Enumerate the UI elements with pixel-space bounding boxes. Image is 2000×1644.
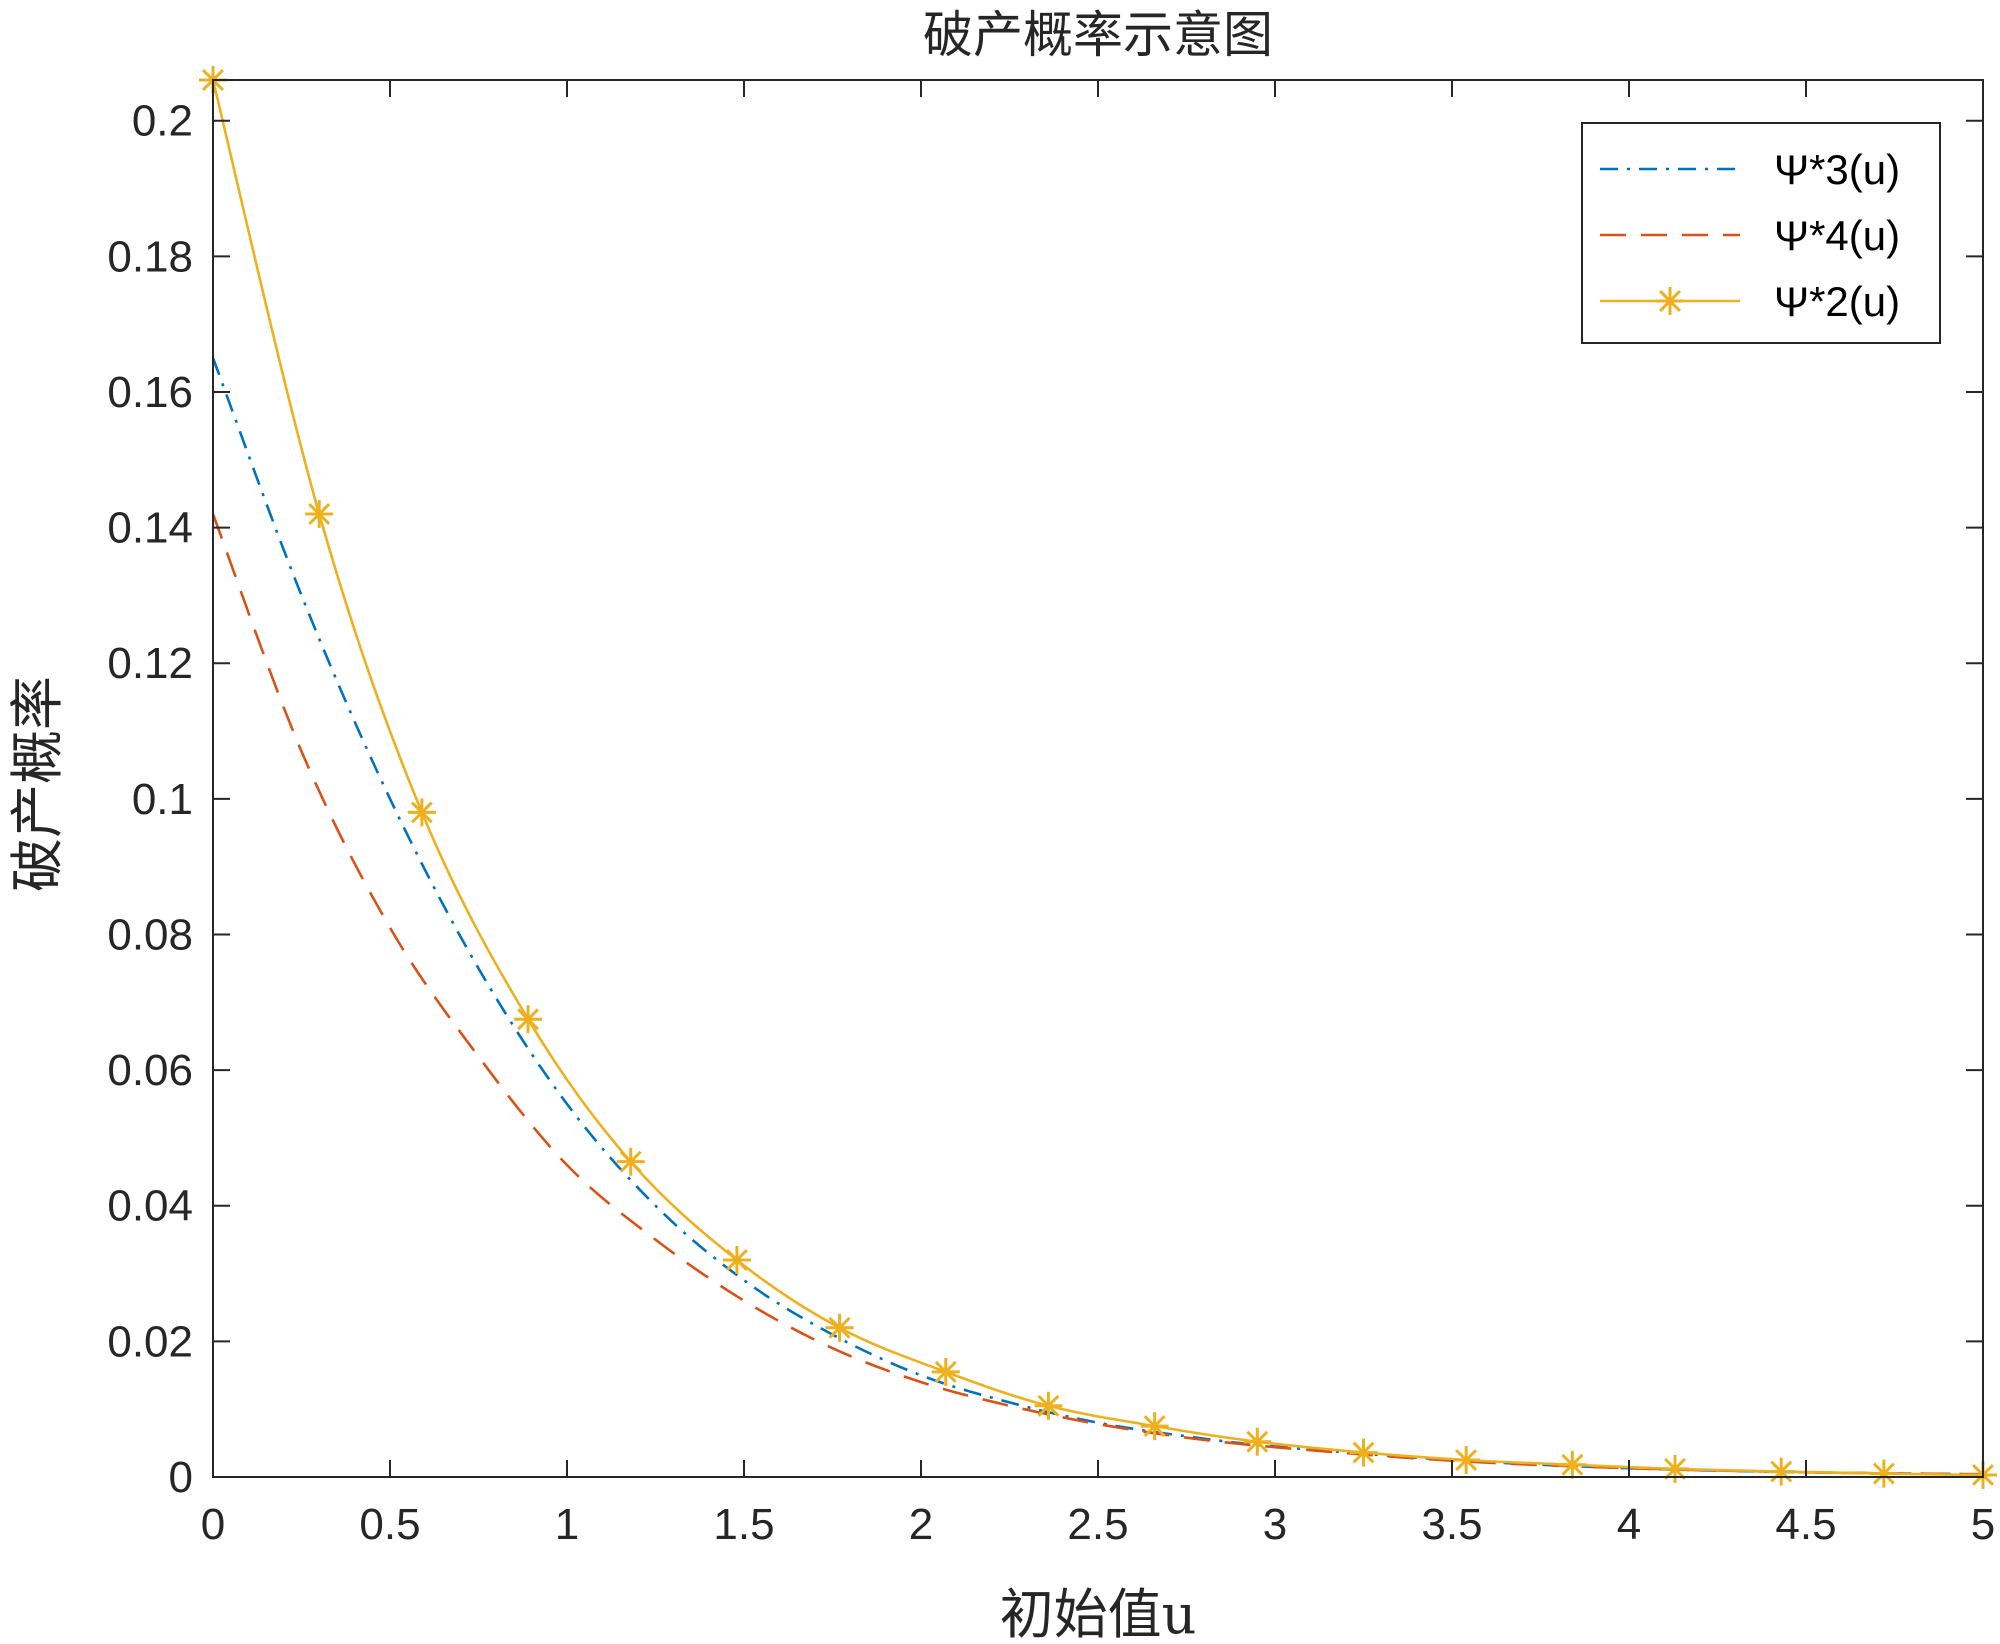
x-axis-label: 初始值u — [1000, 1583, 1197, 1644]
series-3-marker — [1452, 1446, 1481, 1475]
series-3-marker — [722, 1245, 751, 1274]
series-3-marker — [514, 1005, 543, 1034]
x-tick-label: 2 — [909, 1500, 933, 1549]
y-tick-label: 0.06 — [107, 1046, 193, 1095]
legend-label-2: Ψ*4(u) — [1774, 212, 1900, 259]
x-tick-label: 0 — [201, 1500, 225, 1549]
x-tick-label: 4.5 — [1775, 1500, 1836, 1549]
series-3-marker — [1869, 1459, 1898, 1488]
legend-box — [1581, 122, 1941, 344]
series-3-marker — [1661, 1454, 1690, 1483]
y-tick-label: 0.08 — [107, 910, 193, 959]
x-tick-label: 3.5 — [1421, 1500, 1482, 1549]
legend-marker-3 — [1656, 287, 1684, 315]
x-tick-label: 3 — [1263, 1500, 1287, 1549]
series-3-marker — [825, 1313, 854, 1342]
series-3-marker — [616, 1147, 645, 1176]
series-3-marker — [1767, 1457, 1796, 1486]
y-tick-label: 0.04 — [107, 1182, 193, 1231]
series-3-marker — [1558, 1450, 1587, 1479]
series-3-marker — [407, 798, 436, 827]
series-3-marker — [931, 1357, 960, 1386]
y-tick-label: 0.14 — [107, 504, 193, 553]
y-tick-label: 0.16 — [107, 368, 193, 417]
y-tick-label: 0.18 — [107, 232, 193, 281]
series-3-marker — [1243, 1427, 1272, 1456]
series-3-marker — [305, 500, 334, 529]
y-tick-label: 0.1 — [132, 775, 193, 824]
x-tick-label: 1 — [555, 1500, 579, 1549]
legend: Ψ*3(u) Ψ*4(u) Ψ*2(u) — [1581, 122, 1941, 344]
legend-label-1: Ψ*3(u) — [1774, 146, 1900, 193]
series-3-marker — [1140, 1412, 1169, 1441]
series-3-marker — [1349, 1438, 1378, 1467]
x-tick-label: 5 — [1971, 1500, 1995, 1549]
x-tick-label: 0.5 — [359, 1500, 420, 1549]
x-tick-label: 4 — [1617, 1500, 1641, 1549]
y-axis-label: 破产概率 — [6, 676, 69, 892]
y-tick-label: 0.12 — [107, 639, 193, 688]
x-tick-label: 1.5 — [713, 1500, 774, 1549]
chart-title: 破产概率示意图 — [923, 6, 1273, 64]
legend-label-3: Ψ*2(u) — [1774, 278, 1900, 325]
axes: 0 0.5 1 1.5 2 2.5 3 3.5 4 4.5 5 0 0.02 0.04 0.06 0.08 0.… — [107, 79, 1995, 1549]
y-tick-label: 0.02 — [107, 1317, 193, 1366]
y-tick-label: 0 — [169, 1453, 193, 1502]
y-tick-label: 0.2 — [132, 97, 193, 146]
series-line-3 — [211, 79, 1984, 1477]
series-line-1 — [211, 357, 1984, 1476]
x-tick-label: 2.5 — [1067, 1500, 1128, 1549]
plot-area — [199, 66, 1997, 1489]
series-3-marker — [1034, 1391, 1063, 1420]
